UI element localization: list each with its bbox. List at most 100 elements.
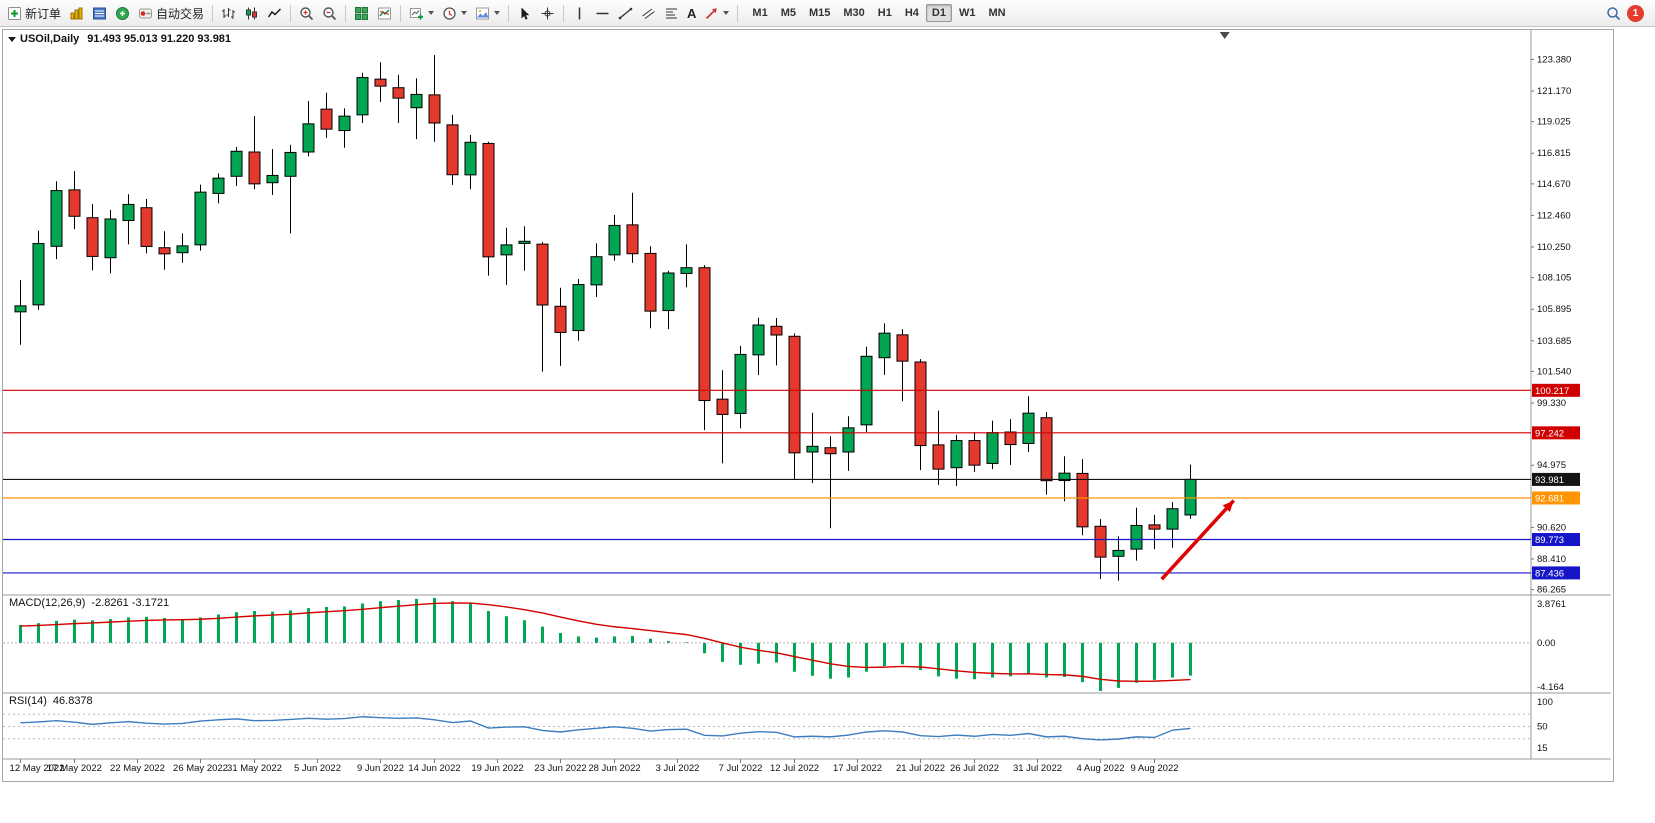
candle-body [302, 123, 315, 153]
trend-arrow-head[interactable] [1222, 500, 1234, 512]
trend-arrow-line[interactable] [1160, 499, 1235, 581]
chart-title-bar: USOil,Daily 91.493 95.013 91.220 93.981 [8, 33, 231, 45]
candle-body [950, 440, 963, 469]
price-badge-label: 89.773 [1535, 535, 1564, 546]
zoom-in-button[interactable] [295, 3, 318, 24]
line-chart-button[interactable] [263, 3, 286, 24]
cursor-tool-button[interactable] [513, 3, 536, 24]
price-axis-label: 105.895 [1537, 304, 1571, 315]
navigator-button[interactable] [111, 3, 134, 24]
charts-icon [70, 7, 83, 19]
timeframe-button-m5[interactable]: M5 [780, 7, 796, 19]
chevron-down-icon [723, 11, 730, 15]
candle-body [338, 115, 351, 132]
candle-body [986, 432, 999, 464]
toolbar-separator [737, 4, 739, 22]
rsi-indicator-value: 46.8378 [52, 695, 93, 707]
chart-symbol-title: USOil,Daily [20, 33, 80, 45]
timeframe-button-w1[interactable]: W1 [958, 7, 976, 19]
timeframe-button-d1[interactable]: D1 [925, 4, 952, 22]
candlestick-chart-button[interactable] [240, 3, 263, 24]
trendline-tool-button[interactable] [614, 3, 637, 24]
macd-signal-line [20, 602, 1191, 683]
fibonacci-tool-button[interactable] [660, 3, 683, 24]
price-axis-label: 88.410 [1537, 554, 1566, 565]
macd-label-bar: MACD(12,26,9) -2.8261 -3.1721 [9, 597, 169, 609]
autotrading-label: 自动交易 [156, 6, 205, 21]
charts-button[interactable] [65, 3, 88, 24]
candle-body [878, 332, 891, 359]
candle-body [680, 267, 693, 274]
crosshair-tool-button[interactable] [536, 3, 559, 24]
chevron-down-icon [461, 11, 468, 15]
chart-canvas[interactable]: 123.380 121.170 119.025 116.815 114.670 112.4… [3, 30, 1613, 781]
candle-body [752, 324, 765, 356]
timeframe-button-m15[interactable]: M15 [808, 7, 831, 19]
time-axis-label: 22 May 2022 [110, 763, 165, 774]
horizontal-line-tool-button[interactable] [591, 3, 614, 24]
macd-axis-label: -4.164 [1537, 682, 1564, 693]
candle-body [446, 124, 459, 176]
time-axis-label: 17 Jul 2022 [833, 763, 882, 774]
price-axis-label: 119.025 [1537, 117, 1571, 128]
candle-body [806, 445, 819, 453]
bar-chart-button[interactable] [217, 3, 240, 24]
tile-windows-button[interactable] [350, 3, 373, 24]
time-axis-label: 7 Jul 2022 [719, 763, 763, 774]
autotrading-button[interactable]: 自动交易 [134, 3, 208, 24]
new-order-button[interactable]: 新订单 [3, 3, 65, 24]
price-axis-label: 99.330 [1537, 398, 1566, 409]
candle-body [842, 427, 855, 453]
new-chart-button[interactable] [405, 3, 438, 24]
channel-tool-button[interactable] [637, 3, 660, 24]
rsi-indicator [3, 713, 1531, 741]
periods-button[interactable] [438, 3, 471, 24]
price-axis-label: 108.105 [1537, 273, 1571, 284]
vertical-line-tool-button[interactable] [568, 3, 591, 24]
price-axis[interactable]: 123.380 121.170 119.025 116.815 114.670 112.4… [1531, 54, 1571, 754]
time-axis-label: 14 Jun 2022 [408, 763, 460, 774]
rsi-axis-label: 100 [1537, 697, 1553, 708]
navigator-icon [116, 6, 130, 20]
time-axis-label: 21 Jul 2022 [896, 763, 945, 774]
data-window-button[interactable] [88, 3, 111, 24]
arrows-tool-button[interactable] [700, 3, 733, 24]
price-badge [1532, 566, 1580, 580]
search-button[interactable] [1602, 3, 1625, 24]
price-axis-label: 86.265 [1537, 585, 1566, 596]
new-order-icon [8, 6, 21, 20]
rsi-line [20, 716, 1191, 741]
time-axis-label: 12 May 2022 [10, 763, 65, 774]
time-axis-label: 4 Aug 2022 [1076, 763, 1124, 774]
templates-button[interactable] [471, 3, 504, 24]
notification-badge[interactable]: 1 [1627, 4, 1644, 22]
candle-body [194, 191, 207, 246]
chart-menu-icon[interactable] [8, 36, 16, 42]
price-badge-label: 87.436 [1535, 568, 1564, 579]
timeframe-button-h1[interactable]: H1 [877, 7, 892, 19]
time-axis-label: 19 Jun 2022 [471, 763, 523, 774]
candle-body [932, 444, 945, 470]
candle-body [86, 217, 99, 257]
zoom-out-button[interactable] [318, 3, 341, 24]
timeframe-button-mn[interactable]: MN [988, 7, 1006, 19]
chart-shift-marker[interactable] [1219, 32, 1230, 39]
price-badge-label: 93.981 [1535, 475, 1564, 486]
candle-body [626, 224, 639, 255]
macd-indicator-values: -2.8261 -3.1721 [91, 597, 170, 609]
indicators-button[interactable] [373, 3, 396, 24]
chart-window-usoil: 123.380 121.170 119.025 116.815 114.670 112.4… [2, 29, 1614, 782]
candle-body [428, 94, 441, 124]
new-order-label: 新订单 [25, 6, 62, 21]
candle-body [770, 325, 783, 336]
chart-ohlc-values: 91.493 95.013 91.220 93.981 [87, 33, 232, 45]
timeframe-button-m30[interactable]: M30 [843, 7, 865, 19]
candle-body [716, 398, 729, 415]
main-toolbar: 新订单 [0, 0, 1655, 27]
text-tool-button[interactable]: A [683, 3, 700, 24]
candle-body [464, 141, 477, 176]
timeframe-button-m1[interactable]: M1 [752, 7, 768, 19]
candle-body [50, 190, 63, 247]
timeframe-button-h4[interactable]: H4 [904, 7, 919, 19]
